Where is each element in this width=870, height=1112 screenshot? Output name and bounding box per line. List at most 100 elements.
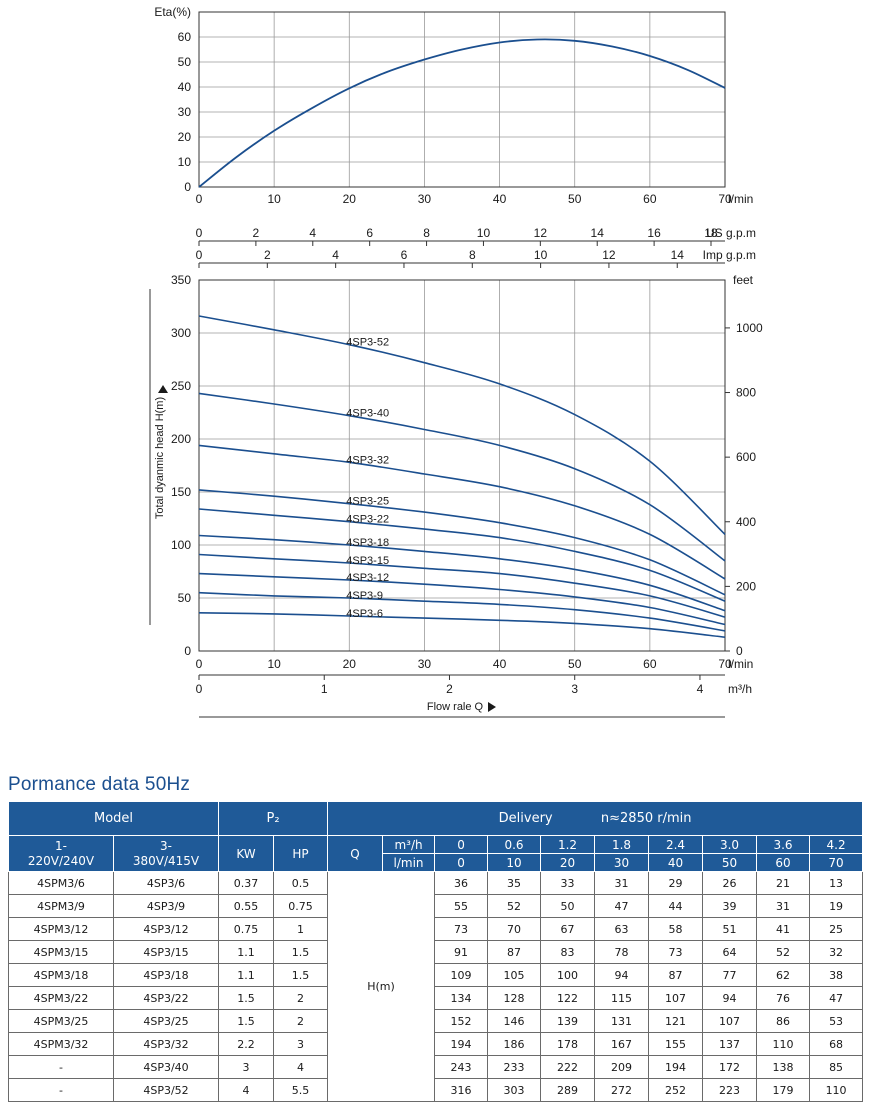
performance-table: Model P₂ Delivery n≈2850 r/min 1- 220V/2… [7, 801, 864, 1102]
model-3ph-cell: 4SP3/25 [112, 1009, 220, 1033]
head-curve [198, 534, 726, 612]
series-label: 4SP3-25 [346, 496, 389, 508]
head-value-cell: 172 [702, 1055, 758, 1079]
head-value-cell: 115 [594, 986, 650, 1010]
eta-y-axis-label: Eta(%) [154, 5, 191, 19]
head-curve [198, 392, 726, 562]
head-value-cell: 122 [540, 986, 596, 1010]
model-3ph-cell: 4SP3/22 [112, 986, 220, 1010]
head-value-cell: 252 [648, 1078, 704, 1102]
head-value-cell: 155 [648, 1032, 704, 1056]
series-label: 4SP3-18 [346, 537, 389, 549]
head-y-tick-label: 200 [171, 432, 191, 446]
head-value-cell: 179 [756, 1078, 811, 1102]
table-row: -4SP3/40 3 4 243 233 222 209 194 172 138 85 [8, 1055, 864, 1079]
eta-y-tick-label: 20 [178, 130, 192, 144]
imp-gpm-tick-label: 4 [332, 248, 339, 262]
lmin-value: 10 [487, 853, 542, 872]
head-x-tick-label: 20 [343, 657, 357, 671]
head-curve [198, 553, 726, 618]
model-1ph-cell: 4SPM3/12 [8, 917, 114, 941]
head-value-cell: 38 [809, 963, 864, 987]
head-value-cell: 134 [434, 986, 489, 1010]
head-value-cell: 32 [809, 940, 864, 964]
head-value-cell: 316 [434, 1078, 489, 1102]
head-value-cell: 289 [540, 1078, 596, 1102]
head-value-cell: 64 [702, 940, 758, 964]
head-value-cell: 138 [756, 1055, 811, 1079]
model-3ph-cell: 4SP3/18 [112, 963, 220, 987]
model-1ph-cell: 4SPM3/22 [8, 986, 114, 1010]
head-value-cell: 105 [487, 963, 542, 987]
hp-cell: 0.5 [273, 871, 329, 895]
series-label: 4SP3-22 [346, 514, 389, 526]
model-1ph-cell: 4SPM3/18 [8, 963, 114, 987]
model-3ph-cell: 4SP3/32 [112, 1032, 220, 1056]
model-3ph-cell: 4SP3/9 [112, 894, 220, 918]
head-x-tick-label: 10 [267, 657, 281, 671]
table-row: 4SPM3/22 4SP3/22 1.5 2 134 128 122 115 107 94 76 47 [8, 986, 864, 1010]
us-gpm-tick-label: 18 [704, 226, 718, 240]
head-value-cell: 36 [434, 871, 489, 895]
head-value-cell: 128 [487, 986, 542, 1010]
lmin-value: 50 [702, 853, 758, 872]
eta-x-tick-label: 20 [343, 192, 357, 206]
head-value-cell: 222 [540, 1055, 596, 1079]
head-plot-frame [198, 279, 726, 652]
eta-plot-frame [198, 11, 726, 188]
model-1ph-cell: 4SPM3/15 [8, 940, 114, 964]
feet-tick-label: 800 [736, 386, 756, 400]
feet-tick-label: 600 [736, 450, 756, 464]
us-gpm-tick-label: 8 [423, 226, 430, 240]
head-value-cell: 62 [756, 963, 811, 987]
hp-cell: 2 [273, 1009, 329, 1033]
head-y-tick-label: 0 [184, 644, 191, 658]
series-label: 4SP3-12 [346, 572, 389, 584]
us-gpm-tick-label: 12 [534, 226, 548, 240]
eta-x-tick-label: 60 [643, 192, 657, 206]
table-row: 4SPM3/18 4SP3/18 1.1 1.5 109 105 100 94 87 77 62 38 [8, 963, 864, 987]
head-x-tick-label: 40 [493, 657, 507, 671]
series-label: 4SP3-32 [346, 454, 389, 466]
head-value-cell: 86 [756, 1009, 811, 1033]
head-value-cell: 67 [540, 917, 596, 941]
head-value-cell: 110 [756, 1032, 811, 1056]
performance-table-body: 4SPM3/6 4SP3/6 0.37 0.5 H(m) 36 35 33 31 29 26 21 13… [8, 871, 864, 1102]
head-value-cell: 272 [594, 1078, 650, 1102]
flow-arrow-icon [488, 702, 496, 712]
us-gpm-tick-label: 4 [309, 226, 316, 240]
m3h-unit-header: m³/h [382, 835, 436, 854]
head-value-cell: 152 [434, 1009, 489, 1033]
us-gpm-tick-label: 14 [591, 226, 605, 240]
eta-x-tick-label: 10 [267, 192, 281, 206]
speed-label: n≈2850 r/min [600, 811, 692, 826]
head-curve [198, 489, 726, 596]
table-row: 4SPM3/12 4SP3/12 0.75 1 73 70 67 63 58 51 41 25 [8, 917, 864, 941]
m3h-value: 3.6 [756, 835, 811, 854]
head-curve [198, 612, 726, 638]
m3h-value: 1.8 [594, 835, 650, 854]
head-value-cell: 26 [702, 871, 758, 895]
head-value-cell: 21 [756, 871, 811, 895]
imp-gpm-tick-label: 0 [196, 248, 203, 262]
head-value-cell: 94 [594, 963, 650, 987]
eta-y-tick-label: 30 [178, 105, 192, 119]
kw-cell: 4 [218, 1078, 275, 1102]
head-value-cell: 139 [540, 1009, 596, 1033]
us-gpm-label: US g.p.m [706, 226, 756, 240]
head-value-cell: 121 [648, 1009, 704, 1033]
head-value-cell: 13 [809, 871, 864, 895]
head-value-cell: 303 [487, 1078, 542, 1102]
table-title: Pormance data 50Hz [8, 774, 191, 795]
head-axis-arrow-icon [158, 385, 168, 393]
head-y-tick-label: 100 [171, 538, 191, 552]
m3h-value: 0.6 [487, 835, 542, 854]
performance-charts: 0 10 20 30 40 50 60 700102030405060Eta(%)l/min … [149, 5, 763, 718]
head-value-cell: 83 [540, 940, 596, 964]
head-value-cell: 87 [648, 963, 704, 987]
series-label: 4SP3-52 [346, 337, 389, 349]
hp-cell: 1 [273, 917, 329, 941]
model-3ph-cell: 4SP3/15 [112, 940, 220, 964]
eta-x-tick-label: 0 [196, 192, 203, 206]
head-value-cell: 243 [434, 1055, 489, 1079]
